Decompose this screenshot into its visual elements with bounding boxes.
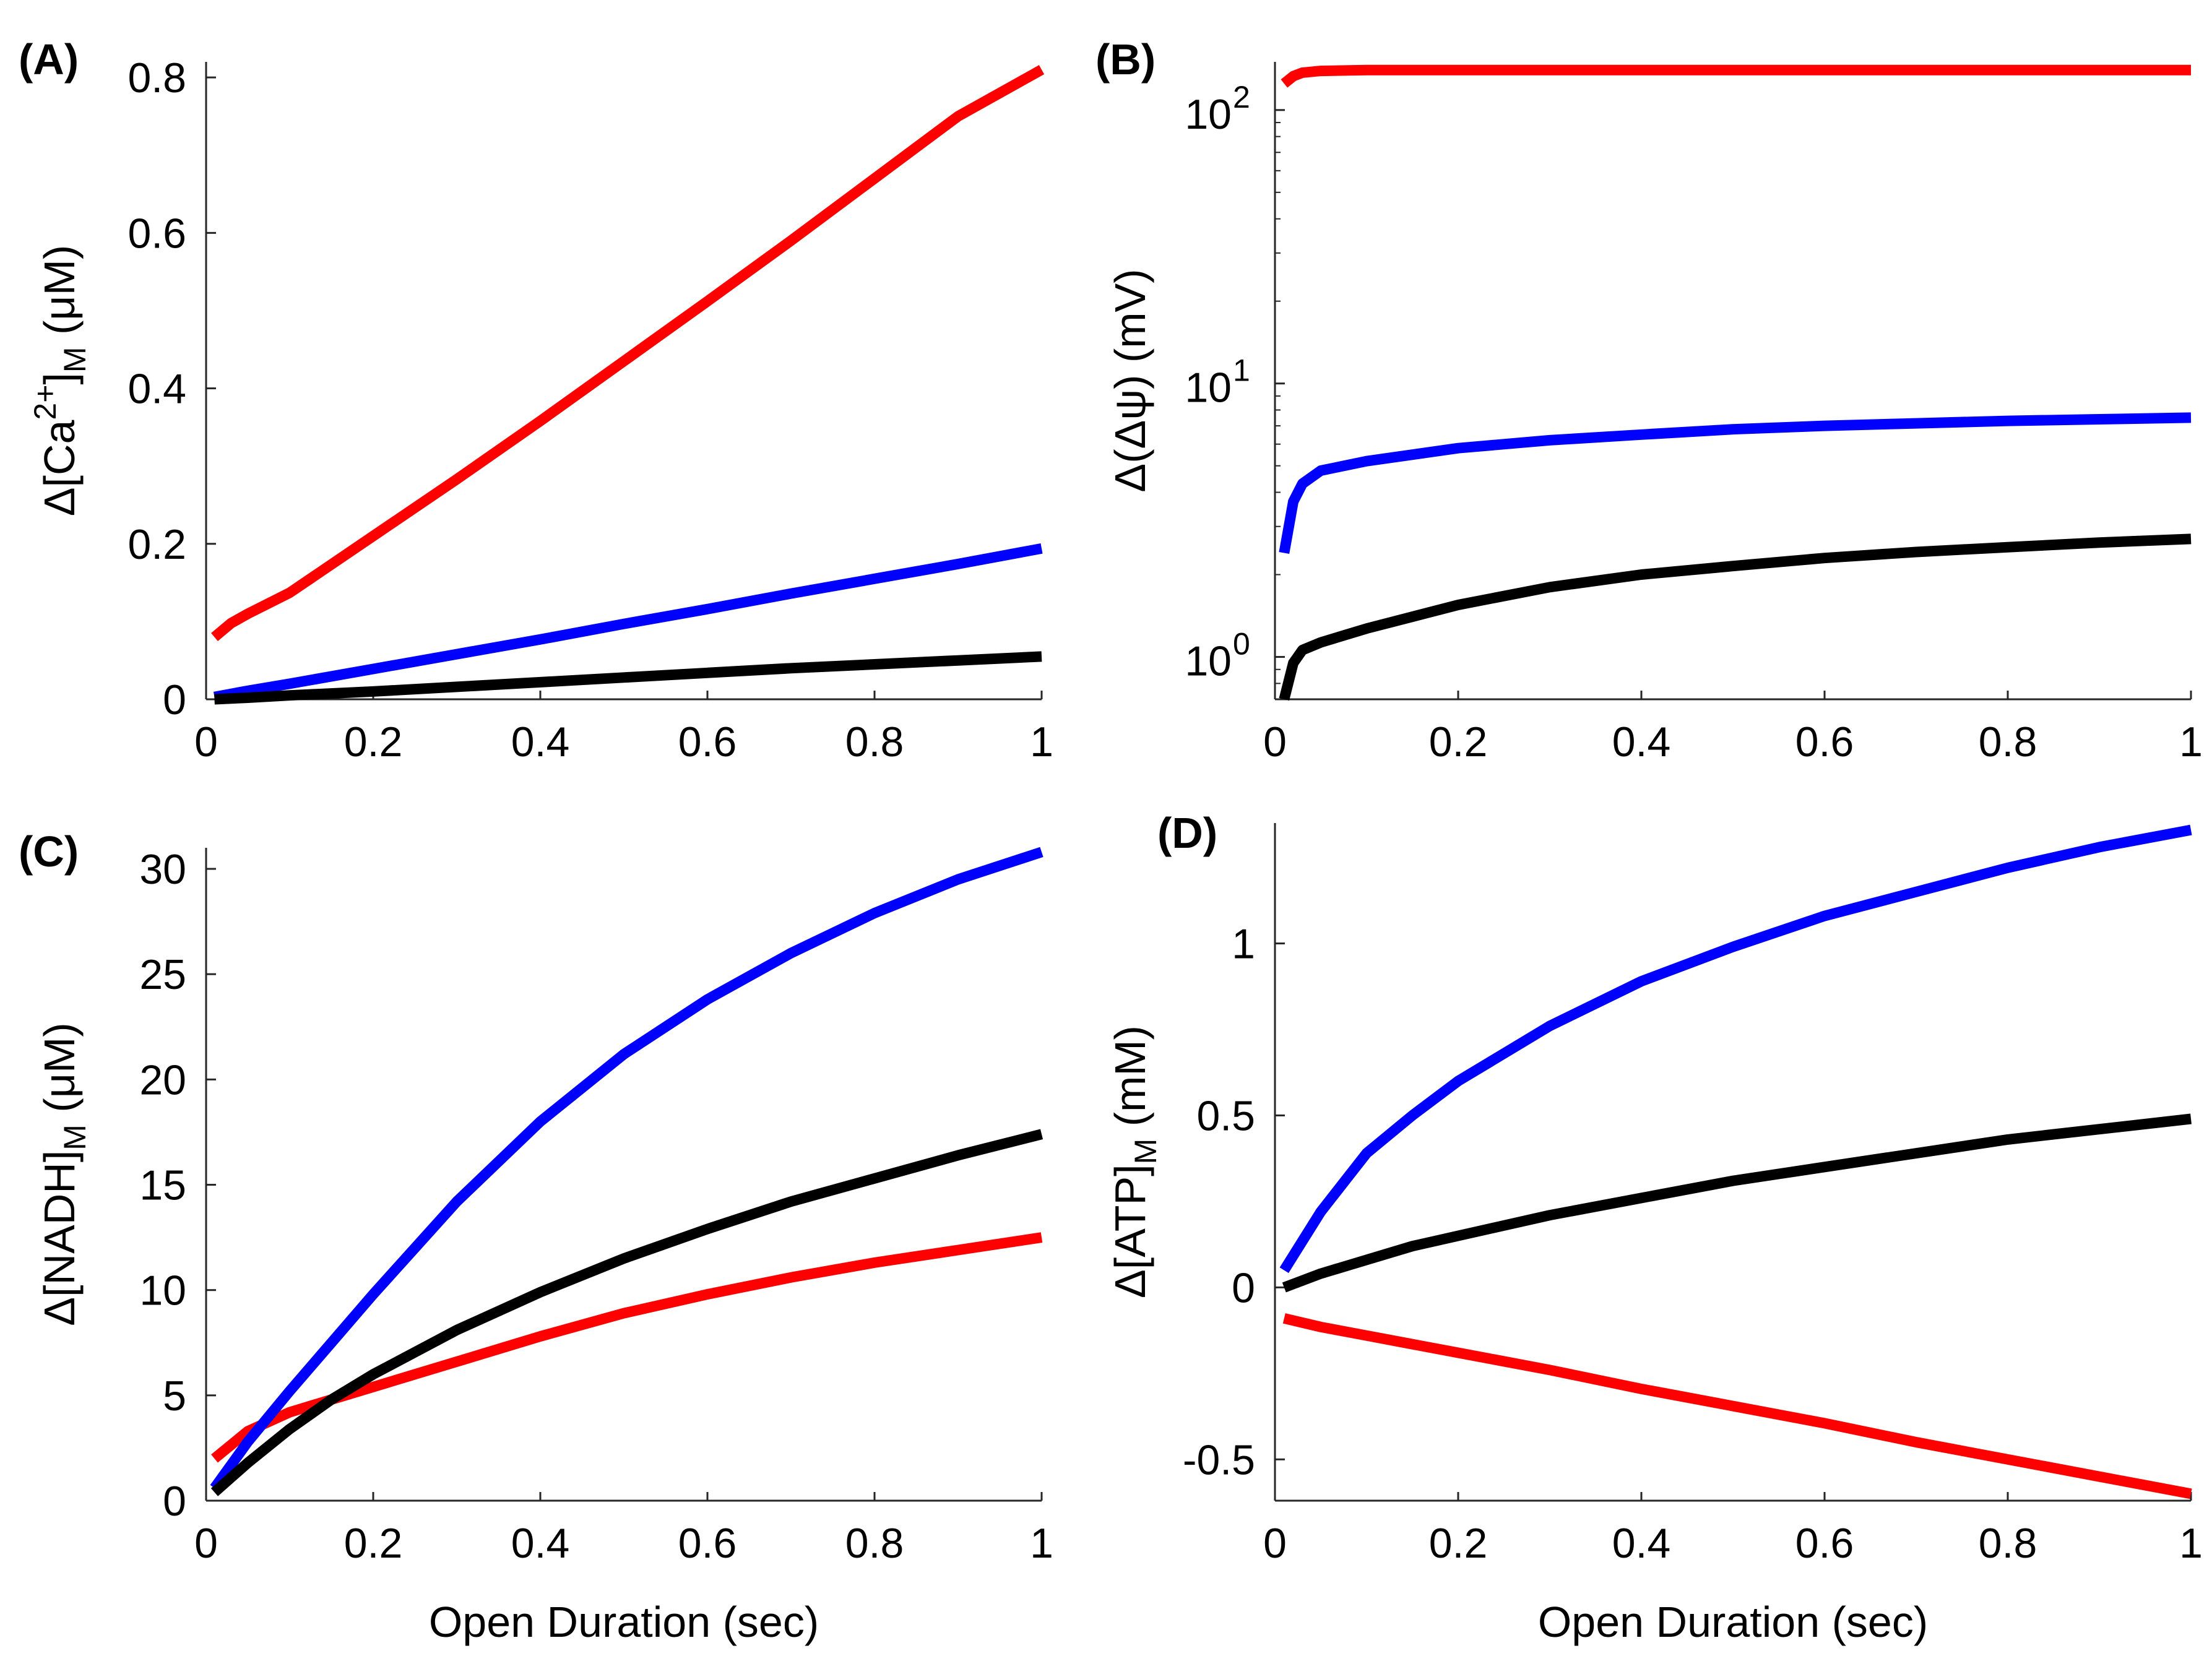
y-tick-label: 30 — [139, 846, 186, 893]
series-line-red — [1282, 1313, 2192, 1499]
x-tick-label: 1 — [1030, 718, 1053, 765]
y-tick-label: 0.8 — [127, 54, 186, 101]
series-line-black — [1279, 533, 2192, 701]
series-line-black — [214, 651, 1042, 705]
y-tick-exponent: 1 — [1233, 353, 1250, 388]
y-tick-label: 0.6 — [127, 210, 186, 257]
y-tick-label: 0.4 — [127, 366, 186, 413]
x-tick-label: 0.6 — [678, 1520, 737, 1567]
x-tick-label: 0.6 — [1795, 718, 1854, 765]
x-tick-label: 0.8 — [845, 1520, 904, 1567]
x-tick-label: 0 — [194, 718, 218, 765]
y-tick-label: 0 — [163, 676, 186, 723]
series-line-blue — [210, 847, 1043, 1491]
panel-label: (B) — [1095, 35, 1156, 84]
y-axis-label: Δ(Δψ) (mV) — [1106, 269, 1154, 492]
series-line-red — [1281, 64, 2191, 88]
x-tick-label: 1 — [2179, 718, 2203, 765]
panel-d: 0 0.2 0.4 0.6 0.8 1-0.500.51(D)Δ[ATP]M (mM)Op… — [1106, 809, 2203, 1646]
series-line-black — [210, 1129, 1043, 1496]
y-axis-label: Δ[ATP]M (mM) — [1106, 1025, 1163, 1298]
x-tick-label: 0 — [1263, 1520, 1287, 1567]
y-tick-label: 0.2 — [127, 521, 186, 568]
x-tick-label: 0.2 — [344, 1520, 403, 1567]
x-tick-label: 0.8 — [845, 718, 904, 765]
x-tick-label: 0 — [194, 1520, 218, 1567]
x-tick-label: 0 — [1263, 718, 1287, 765]
x-tick-label: 0.4 — [511, 718, 570, 765]
y-tick-label: -0.5 — [1183, 1436, 1255, 1483]
panel-a: 0 0.2 0.4 0.6 0.8 1 0 0.2 0.4 0.6 0.8 (A) Δ[Ca2+]M (… — [19, 35, 1053, 765]
x-tick-label: 0.6 — [1795, 1520, 1854, 1567]
panel-label: (C) — [19, 827, 79, 876]
y-tick-exponent: 0 — [1233, 627, 1250, 662]
x-tick-label: 1 — [2179, 1520, 2203, 1567]
y-tick-label: 10 — [139, 1267, 186, 1314]
x-tick-label: 1 — [1030, 1520, 1053, 1567]
x-axis-label: Open Duration (sec) — [429, 1598, 819, 1646]
series-line-blue — [213, 543, 1043, 702]
y-tick-label: 5 — [163, 1373, 186, 1420]
series-line-black — [1282, 1113, 2192, 1293]
x-axis-label: Open Duration (sec) — [1538, 1598, 1928, 1646]
y-tick-label: 10 — [1185, 638, 1232, 685]
y-tick-label: 1 — [1232, 921, 1255, 968]
y-tick-label: 10 — [1185, 91, 1232, 138]
y-axis-label: Δ[Ca2+]M (μM) — [28, 245, 92, 517]
y-tick-label: 0 — [1232, 1264, 1255, 1311]
y-tick-label: 15 — [139, 1162, 186, 1209]
panel-label: (A) — [19, 35, 79, 84]
series-line-red — [211, 65, 1045, 642]
y-tick-label: 20 — [139, 1056, 186, 1103]
x-tick-label: 0.8 — [1979, 1520, 2037, 1567]
y-tick-exponent: 2 — [1233, 80, 1250, 114]
series-line-blue — [1279, 824, 2192, 1274]
x-tick-label: 0.8 — [1979, 718, 2037, 765]
x-tick-label: 0.2 — [344, 718, 403, 765]
x-tick-label: 0.4 — [511, 1520, 570, 1567]
y-tick-label: 10 — [1185, 364, 1232, 412]
y-tick-label: 25 — [139, 951, 186, 998]
x-tick-label: 0.2 — [1429, 1520, 1488, 1567]
x-tick-label: 0.4 — [1612, 1520, 1671, 1567]
panel-label: (D) — [1157, 809, 1217, 857]
y-axis-label: Δ[NADH]M (μM) — [35, 1022, 92, 1326]
series-line-blue — [1279, 412, 2192, 554]
x-tick-label: 0.4 — [1612, 718, 1671, 765]
y-tick-label: 0.5 — [1196, 1092, 1255, 1139]
x-tick-label: 0.6 — [678, 718, 737, 765]
y-tick-label: 0 — [163, 1478, 186, 1525]
x-tick-label: 0.2 — [1429, 718, 1488, 765]
series-line-red — [211, 1232, 1043, 1463]
